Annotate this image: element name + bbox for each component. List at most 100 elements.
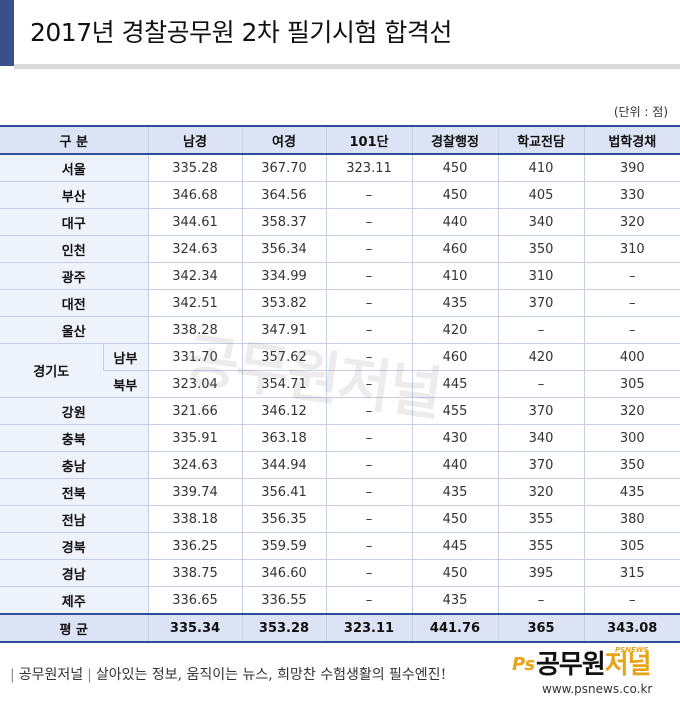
title-divider (14, 64, 680, 69)
score-cell: 346.12 (241, 397, 327, 425)
score-cell: 323.11 (325, 154, 413, 182)
score-cell: 320 (583, 208, 680, 236)
score-cell: 450 (411, 559, 499, 587)
score-cell: 405 (497, 181, 585, 209)
score-cell: 356.34 (241, 235, 327, 263)
header-police-admin: 경찰행정 (411, 125, 499, 155)
score-cell: 435 (411, 586, 499, 615)
score-cell: 310 (583, 235, 680, 263)
score-cell: 460 (411, 235, 499, 263)
score-cell: 336.25 (147, 532, 243, 560)
region-cell: 울산 (0, 316, 149, 344)
table-row: 제주 336.65 336.55–435– – (0, 586, 680, 615)
score-cell: – (497, 316, 585, 344)
score-cell: 338.18 (147, 505, 243, 533)
score-cell: 355 (497, 532, 585, 560)
score-cell: 410 (497, 154, 585, 182)
logo-wordmark: 공무원저널 (536, 644, 652, 681)
score-cell: 347.91 (241, 316, 327, 344)
score-cell: 420 (411, 316, 499, 344)
region-cell: 대구 (0, 208, 149, 236)
score-cell: 359.59 (241, 532, 327, 560)
score-cell: 300 (583, 424, 680, 452)
region-cell: 전북 (0, 478, 149, 506)
region-cell: 충남 (0, 451, 149, 479)
psnews-logo[interactable]: Ps 공무원저널 PSNEWS www.psnews.co.kr (512, 640, 672, 700)
table-row: 대전 342.51 353.82–435 370– (0, 289, 680, 317)
score-cell: 440 (411, 451, 499, 479)
score-cell: 331.70 (147, 343, 243, 371)
score-cell: 342.51 (147, 289, 243, 317)
score-cell: 346.60 (241, 559, 327, 587)
footer-separator: | (10, 667, 15, 683)
score-cell: 370 (497, 397, 585, 425)
site-url[interactable]: www.psnews.co.kr (542, 682, 653, 696)
header-female: 여경 (241, 125, 327, 155)
average-cell: 343.08 (583, 613, 680, 643)
score-cell: 354.71 (241, 370, 327, 398)
logo-wordmark-main: 공무원 (536, 650, 606, 680)
table-row: 강원 321.66 346.12–455 370 320 (0, 397, 680, 425)
footer-tagline: | 공무원저널 | 살아있는 정보, 움직이는 뉴스, 희망찬 수험생활의 필수엔진! (6, 664, 446, 684)
score-cell: 440 (411, 208, 499, 236)
score-cell: 305 (583, 370, 680, 398)
table-row: 서울 335.28 367.70 323.11 450 410 390 (0, 154, 680, 182)
subregion-cell: 북부 (103, 370, 149, 398)
score-cell: – (325, 505, 413, 533)
logo-ps-mark: Ps (512, 654, 536, 675)
region-cell: 충북 (0, 424, 149, 452)
average-cell: 323.11 (325, 613, 413, 643)
score-cell: 367.70 (241, 154, 327, 182)
subregion-cell: 남부 (102, 343, 149, 371)
score-cell: – (325, 397, 413, 425)
score-cell: 339.74 (147, 478, 243, 506)
score-cell: 355 (497, 505, 585, 533)
score-table: 구 분 남경 여경 101단 경찰행정 학교전담 법학경채 서울 335.28 36… (0, 125, 680, 643)
score-cell: – (325, 532, 413, 560)
score-cell: 370 (497, 451, 585, 479)
score-cell: 334.99 (241, 262, 327, 290)
region-cell: 제주 (0, 586, 149, 615)
score-cell: – (325, 262, 413, 290)
score-cell: – (325, 289, 413, 317)
header-law: 법학경채 (583, 125, 680, 155)
score-cell: 320 (497, 478, 585, 506)
region-cell: 서울 (0, 154, 149, 182)
region-cell: 경기도 (0, 343, 103, 398)
score-cell: 364.56 (241, 181, 327, 209)
average-cell: 365 (497, 613, 585, 643)
region-cell: 부산 (0, 181, 149, 209)
footer-separator: | (87, 667, 92, 683)
score-cell: – (583, 316, 680, 344)
score-cell: – (497, 370, 585, 398)
table-header-row: 구 분 남경 여경 101단 경찰행정 학교전담 법학경채 (0, 125, 680, 155)
header-school: 학교전담 (497, 125, 585, 155)
score-cell: 450 (411, 505, 499, 533)
score-cell: 336.65 (147, 586, 243, 615)
page-title: 2017년 경찰공무원 2차 필기시험 합격선 (30, 18, 452, 47)
table-row: 경북 336.25 359.59–445 355 305 (0, 532, 680, 560)
score-cell: 320 (583, 397, 680, 425)
table-row: 울산 338.28 347.91–420– – (0, 316, 680, 344)
score-cell: 356.35 (241, 505, 327, 533)
score-cell: 353.82 (241, 289, 327, 317)
score-cell: – (583, 289, 680, 317)
score-cell: 350 (583, 451, 680, 479)
score-cell: 338.28 (147, 316, 243, 344)
header-101: 101단 (325, 125, 413, 155)
average-cell: 353.28 (241, 613, 327, 643)
title-accent-bar (0, 0, 14, 66)
score-cell: 445 (411, 370, 499, 398)
score-cell: 310 (497, 262, 585, 290)
score-cell: – (325, 370, 413, 398)
header-male: 남경 (147, 125, 243, 155)
region-cell: 경북 (0, 532, 149, 560)
unit-note: (단위 : 점) (613, 105, 668, 119)
score-cell: 358.37 (241, 208, 327, 236)
score-cell: 344.61 (147, 208, 243, 236)
score-cell: – (325, 316, 413, 344)
region-cell: 대전 (0, 289, 149, 317)
score-cell: 435 (411, 289, 499, 317)
average-cell: 335.34 (147, 613, 243, 643)
score-cell: – (325, 559, 413, 587)
